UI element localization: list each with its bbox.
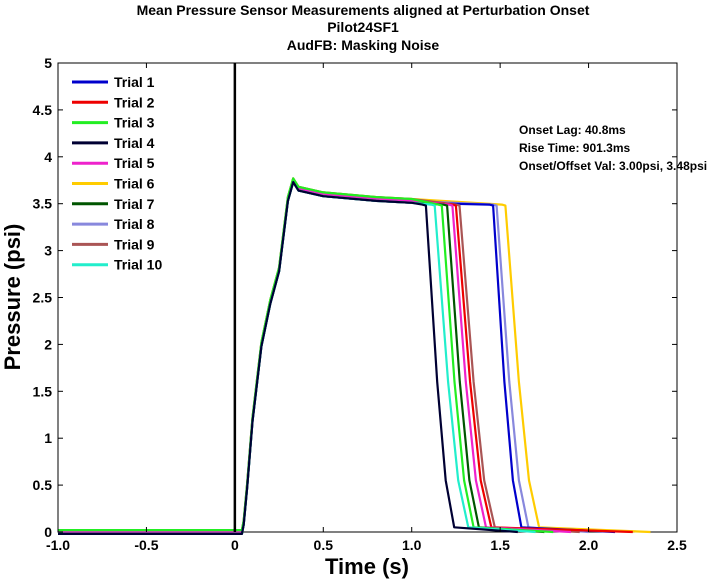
legend: Trial 1 Trial 2 Trial 3 Trial 4 Trial 5 Trial… (66, 70, 174, 276)
legend-label-trial-8: Trial 8 (114, 216, 155, 232)
x-tick-label: -1.0 (46, 537, 70, 553)
legend-label-trial-3: Trial 3 (114, 115, 155, 131)
legend-label-trial-9: Trial 9 (114, 236, 155, 252)
x-tick-label: 1.5 (490, 537, 510, 553)
legend-label-trial-5: Trial 5 (114, 155, 155, 171)
x-tick-label: 0 (231, 537, 239, 553)
annotation-onset-offset: Onset/Offset Val: 3.00psi, 3.48psi (519, 159, 707, 173)
y-tick-label: 4 (44, 149, 52, 165)
annotation-rise-time: Rise Time: 901.3ms (519, 141, 631, 155)
x-axis-label: Time (s) (325, 554, 409, 579)
chart-title-line-1: Mean Pressure Sensor Measurements aligne… (137, 2, 590, 18)
legend-box (66, 70, 174, 276)
series-line-trial-4 (58, 181, 518, 535)
chart-title-line-3: AudFB: Masking Noise (287, 37, 440, 53)
legend-label-trial-6: Trial 6 (114, 176, 155, 192)
tick-layer: -1.0 -0.5 0 0.5 1.0 1.5 2.0 2.5 0 0.5 1 1.5 2 2.5 3 3.5… (33, 55, 687, 553)
legend-label-trial-2: Trial 2 (114, 94, 155, 110)
y-tick-label: 1 (44, 430, 52, 446)
x-tick-label: 0.5 (314, 537, 334, 553)
series-layer (58, 177, 651, 535)
y-tick-label: 3.5 (33, 196, 53, 212)
y-tick-label: 1.5 (33, 383, 53, 399)
x-tick-label: 2.0 (579, 537, 599, 553)
y-tick-label: 5 (44, 55, 52, 71)
y-tick-label: 2.5 (33, 290, 53, 306)
y-tick-label: 4.5 (33, 102, 53, 118)
y-tick-label: 3 (44, 243, 52, 259)
x-tick-label: 1.0 (402, 537, 422, 553)
annotation-onset-lag: Onset Lag: 40.8ms (519, 123, 626, 137)
y-tick-label: 0.5 (33, 477, 53, 493)
y-axis-label: Pressure (psi) (0, 224, 25, 371)
legend-label-trial-10: Trial 10 (114, 257, 162, 273)
legend-label-trial-1: Trial 1 (114, 74, 155, 90)
legend-label-trial-7: Trial 7 (114, 196, 155, 212)
chart-title-line-2: Pilot24SF1 (327, 19, 399, 35)
y-tick-label: 0 (44, 524, 52, 540)
y-tick-label: 2 (44, 336, 52, 352)
x-tick-label: -0.5 (134, 537, 158, 553)
x-tick-label: 2.5 (667, 537, 687, 553)
legend-label-trial-4: Trial 4 (114, 135, 155, 151)
